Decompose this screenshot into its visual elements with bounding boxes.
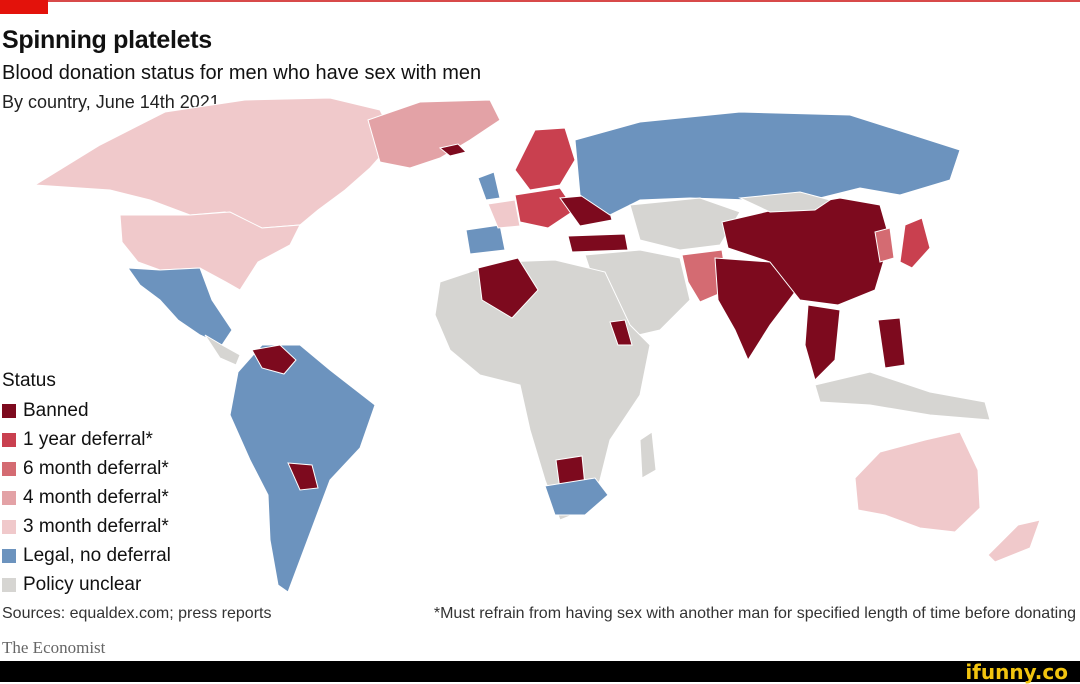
map-region-algeria (477, 257, 539, 319)
map-region-venezuela (251, 344, 297, 375)
legend-label: 4 month deferral* (23, 486, 169, 508)
legend-item-4-month: 4 month deferral* (2, 483, 171, 512)
watermark-bar: ifunny.co (0, 661, 1080, 682)
map-region-usa (119, 211, 301, 291)
chart-subtitle: Blood donation status for men who have s… (2, 62, 482, 84)
legend-item-unclear: Policy unclear (2, 570, 171, 599)
map-region-philippines (877, 317, 906, 369)
legend-title: Status (2, 370, 56, 391)
map-region-turkey (567, 233, 629, 253)
map-region-japan (899, 217, 931, 269)
map-region-uk (477, 171, 501, 201)
footnote: *Must refrain from having sex with anoth… (433, 605, 1076, 622)
map-region-france (487, 199, 521, 229)
map-region-central-asia (629, 197, 741, 251)
legend-label: Legal, no deferral (23, 544, 171, 566)
legend-swatch (2, 432, 16, 447)
map-region-madagascar (639, 431, 657, 479)
chart-date-line: By country, June 14th 2021 (2, 92, 220, 112)
legend-swatch (2, 548, 16, 563)
legend-item-6-month: 6 month deferral* (2, 454, 171, 483)
map-region-eritrea (609, 319, 633, 346)
map-region-korea (874, 227, 895, 263)
map-region-central-america (204, 334, 241, 366)
legend-label: 3 month deferral* (23, 515, 169, 537)
sources-note: Sources: equaldex.com; press reports (2, 605, 272, 622)
legend-item-1-year: 1 year deferral* (2, 425, 171, 454)
legend-item-3-month: 3 month deferral* (2, 512, 171, 541)
legend-swatch (2, 577, 16, 592)
watermark-logo: ifunny.co (965, 660, 1068, 684)
legend-swatch (2, 519, 16, 534)
legend-swatch (2, 490, 16, 505)
legend-swatch (2, 461, 16, 476)
legend-swatch (2, 403, 16, 418)
map-region-canada-alaska (33, 97, 396, 229)
legend-item-legal: Legal, no deferral (2, 541, 171, 570)
map-region-indonesia (814, 371, 991, 421)
legend-label: Policy unclear (23, 573, 142, 595)
legend-label: 1 year deferral* (23, 428, 153, 450)
map-region-new-zealand (987, 519, 1041, 563)
map-region-greenland (367, 99, 501, 169)
legend: Status Banned 1 year deferral* 6 month d… (2, 370, 171, 599)
world-map (33, 97, 1041, 593)
map-region-south-africa (544, 477, 609, 516)
map-region-mexico (126, 267, 233, 346)
legend-item-banned: Banned (2, 396, 171, 425)
map-region-scandinavia (514, 127, 576, 191)
chart-title: Spinning platelets (2, 26, 212, 54)
map-region-southeast-asia (804, 304, 841, 381)
legend-label: Banned (23, 399, 89, 421)
map-region-paraguay (287, 462, 319, 491)
top-rule (0, 0, 1080, 2)
map-region-spain-portugal (465, 224, 506, 255)
map-region-russia (574, 111, 961, 216)
economist-red-tag (0, 0, 48, 14)
map-region-iceland (438, 143, 467, 157)
map-region-mongolia (738, 191, 832, 213)
map-region-australia (854, 431, 981, 533)
map-region-africa (434, 259, 651, 521)
map-region-central-europe (514, 187, 576, 229)
publisher-brand: The Economist (2, 638, 106, 657)
legend-label: 6 month deferral* (23, 457, 169, 479)
